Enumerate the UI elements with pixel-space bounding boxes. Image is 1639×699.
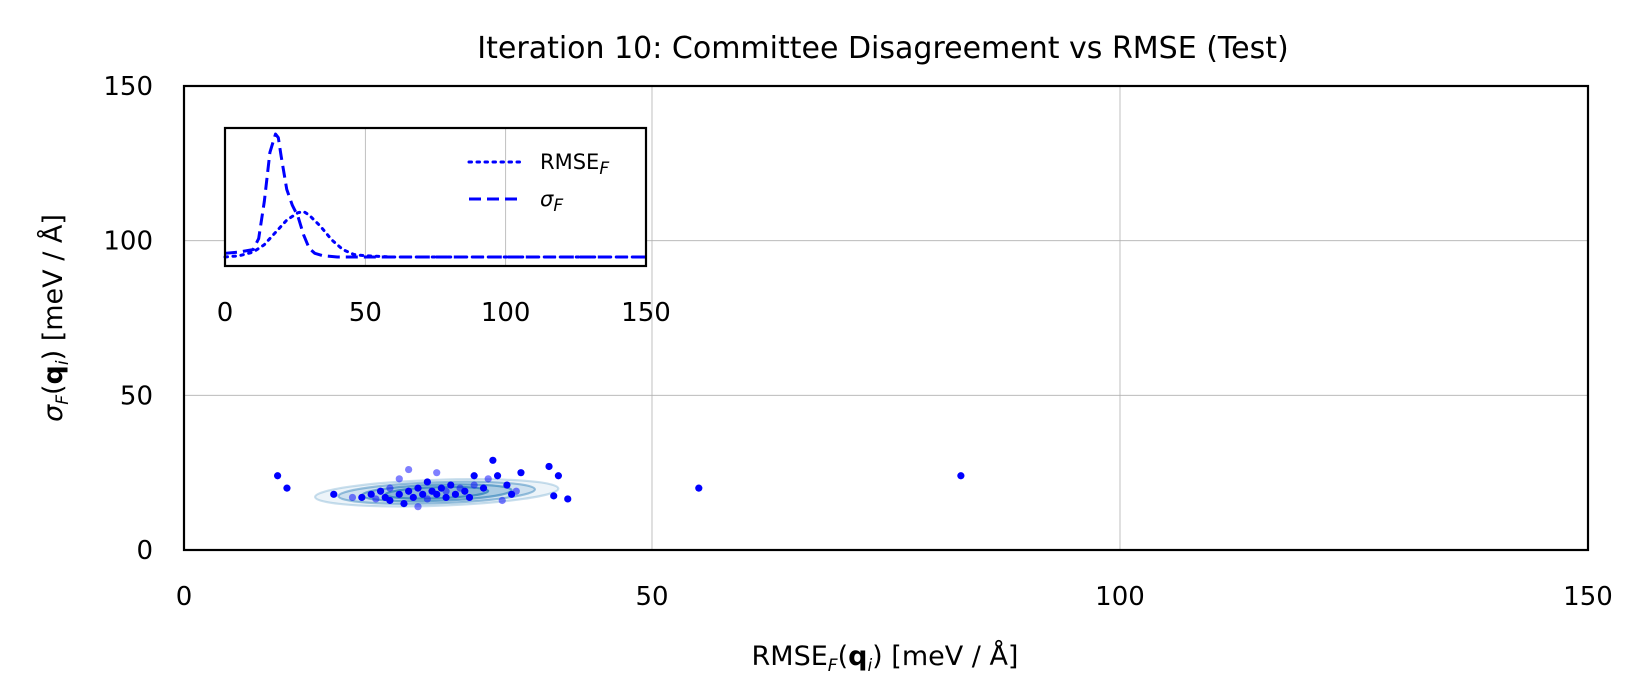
scatter-point bbox=[451, 490, 460, 498]
scatter-point bbox=[433, 469, 441, 477]
scatter-point bbox=[479, 484, 488, 492]
legend-sigma-label: σF bbox=[540, 187, 563, 216]
scatter-point bbox=[283, 484, 291, 492]
scatter-point bbox=[493, 472, 502, 480]
scatter-point bbox=[386, 496, 394, 505]
scatter-point bbox=[376, 487, 385, 495]
chart-title: Iteration 10: Committee Disagreement vs … bbox=[477, 31, 1288, 66]
scatter-point bbox=[489, 456, 497, 464]
scatter-point bbox=[554, 472, 563, 480]
scatter-point bbox=[564, 495, 572, 503]
scatter-point bbox=[503, 481, 511, 489]
inset-sigma-line bbox=[224, 132, 646, 259]
scatter-point bbox=[409, 493, 417, 502]
scatter-point bbox=[395, 475, 403, 483]
main-y-tick-labels: 0 50 100 150 bbox=[103, 72, 153, 566]
inset-gridlines bbox=[364, 128, 507, 266]
scatter-point bbox=[414, 503, 422, 511]
scatter-point bbox=[498, 496, 506, 505]
scatter-point bbox=[405, 465, 413, 474]
scatter-point bbox=[395, 490, 403, 498]
scatter-point bbox=[442, 493, 450, 502]
scatter-point bbox=[372, 495, 380, 503]
scatter-point bbox=[358, 493, 366, 502]
inset-x-tick-label: 150 bbox=[621, 298, 671, 328]
scatter-point bbox=[367, 490, 375, 498]
scatter-point bbox=[433, 490, 441, 498]
inset-background bbox=[225, 128, 646, 266]
scatter-point bbox=[447, 481, 455, 489]
scatter-point bbox=[348, 493, 357, 502]
x-tick-label: 150 bbox=[1563, 582, 1613, 612]
inset-frame bbox=[223, 126, 648, 268]
scatter-point bbox=[550, 492, 558, 500]
scatter-point bbox=[461, 487, 469, 495]
y-axis-label: σF(qi) [meV / Å] bbox=[37, 214, 73, 422]
inset-density-lines bbox=[223, 132, 648, 259]
main-x-tick-labels: 0 50 100 150 bbox=[176, 582, 1613, 612]
scatter-point bbox=[442, 487, 450, 495]
scatter-point bbox=[957, 472, 965, 480]
scatter-point bbox=[470, 472, 478, 480]
scatter-point bbox=[419, 490, 427, 498]
main-plot-frame bbox=[182, 84, 1590, 552]
scatter-point bbox=[512, 487, 520, 495]
y-tick-label: 50 bbox=[120, 381, 153, 411]
y-tick-label: 0 bbox=[136, 536, 153, 566]
scatter-point bbox=[545, 462, 553, 471]
scatter-point bbox=[423, 478, 431, 486]
inset-x-tick-label: 100 bbox=[481, 298, 531, 328]
inset-x-tick-labels: 0 50 100 150 bbox=[217, 298, 671, 328]
scatter-point bbox=[405, 487, 413, 495]
inset-x-tick-label: 0 bbox=[217, 298, 234, 328]
scatter-point bbox=[470, 481, 478, 489]
y-tick-label: 100 bbox=[103, 227, 153, 257]
x-axis-label: RMSEF(qi) [meV / Å] bbox=[752, 640, 1019, 676]
scatter-point bbox=[274, 472, 282, 480]
scatter-point bbox=[465, 493, 474, 502]
x-tick-label: 0 bbox=[176, 582, 193, 612]
scatter-point bbox=[414, 484, 422, 492]
scatter-point bbox=[330, 490, 338, 498]
x-tick-label: 50 bbox=[635, 582, 668, 612]
inset-x-tick-label: 50 bbox=[349, 298, 382, 328]
scatter-point bbox=[517, 469, 525, 477]
x-tick-label: 100 bbox=[1095, 582, 1145, 612]
scatter-points bbox=[274, 456, 965, 511]
y-tick-label: 150 bbox=[103, 72, 153, 102]
scatter-point bbox=[484, 475, 492, 483]
scatter-point bbox=[695, 484, 703, 492]
scatter-point bbox=[400, 500, 408, 508]
scatter-point bbox=[423, 495, 431, 503]
scatter-point bbox=[386, 484, 394, 492]
